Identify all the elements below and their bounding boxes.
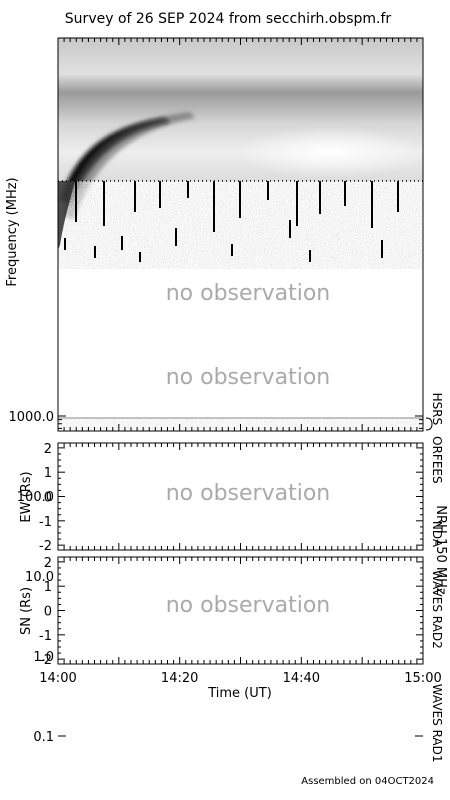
rs-tick-label: -2: [39, 539, 52, 554]
ew-axis: 2 1 0 -1 -2: [39, 442, 423, 554]
sn-frame: [57, 556, 424, 665]
band-label: WAVES RAD2: [430, 570, 444, 649]
figure-title: Survey of 26 SEP 2024 from secchirh.obsp…: [65, 11, 392, 27]
time-axis: 14:00 14:20 14:40 15:00: [39, 671, 441, 686]
frequency-axis: 0.1 1.0 10.0 100.0 1000.0: [9, 410, 423, 745]
orfees-no-observation: no observation: [166, 365, 331, 390]
rs-tick-label: 1: [44, 466, 52, 481]
freq-tick-label: 1.0: [33, 650, 54, 665]
nrh-label: NRH 150 MHz: [433, 505, 448, 595]
freq-tick-label: 100.0: [17, 490, 54, 505]
band-label: NDA: [430, 521, 444, 548]
assembled-note: Assembled on 04OCT2024: [301, 776, 434, 787]
sn-no-observation: no observation: [166, 593, 331, 618]
time-tick-label: 14:20: [161, 671, 198, 686]
band-label: HSRS: [430, 393, 444, 426]
freq-tick-label: 0.1: [33, 730, 54, 745]
rad2-bursts: [64, 181, 399, 262]
nrh-ew-panel: no observation EW (Rs) 2 1 0 -1 -2: [19, 442, 424, 554]
rs-tick-label: 0: [44, 491, 52, 506]
rs-tick-label: 2: [44, 556, 52, 571]
band-label: WAVES RAD1: [430, 684, 444, 763]
ew-time-ticks: [57, 443, 424, 550]
spectrogram-panel: no observation no observation 0.1 1.0 10.0…: [5, 37, 444, 763]
time-tick-label: 14:00: [39, 671, 76, 686]
time-tick-label: 15:00: [404, 671, 441, 686]
nda-no-observation: no observation: [166, 281, 331, 306]
spectrogram-time-ticks: [57, 38, 424, 431]
freq-tick-label: 1000.0: [9, 410, 55, 425]
sn-axis-label: SN (Rs): [19, 587, 34, 635]
band-labels: WAVES RAD1 WAVES RAD2 NDA ORFEES HSRS: [430, 393, 444, 763]
frequency-axis-label: Frequency (MHz): [5, 177, 20, 286]
rs-tick-label: -2: [39, 653, 52, 668]
sn-axis: 2 1 0 -1 -2: [39, 556, 423, 668]
time-axis-label: Time (UT): [207, 686, 272, 701]
ew-no-observation: no observation: [166, 481, 331, 506]
rad2-burst-tail: [58, 181, 75, 250]
rs-tick-label: 0: [44, 605, 52, 620]
sn-time-ticks: [57, 557, 424, 664]
rs-tick-label: -1: [39, 629, 52, 644]
hsrs-bracket: [425, 417, 433, 431]
rad1-bright-patch: [235, 126, 425, 178]
freq-tick-label: 10.0: [25, 570, 54, 585]
rs-tick-label: -1: [39, 515, 52, 530]
rs-tick-label: 1: [44, 580, 52, 595]
ew-frame: [57, 442, 424, 551]
ew-axis-label: EW (Rs): [19, 471, 34, 522]
rs-tick-label: 2: [44, 442, 52, 457]
time-tick-label: 14:40: [283, 671, 320, 686]
nrh-sn-panel: no observation SN (Rs) 2 1 0 -1 -2: [19, 556, 424, 668]
band-label: ORFEES: [430, 436, 444, 483]
